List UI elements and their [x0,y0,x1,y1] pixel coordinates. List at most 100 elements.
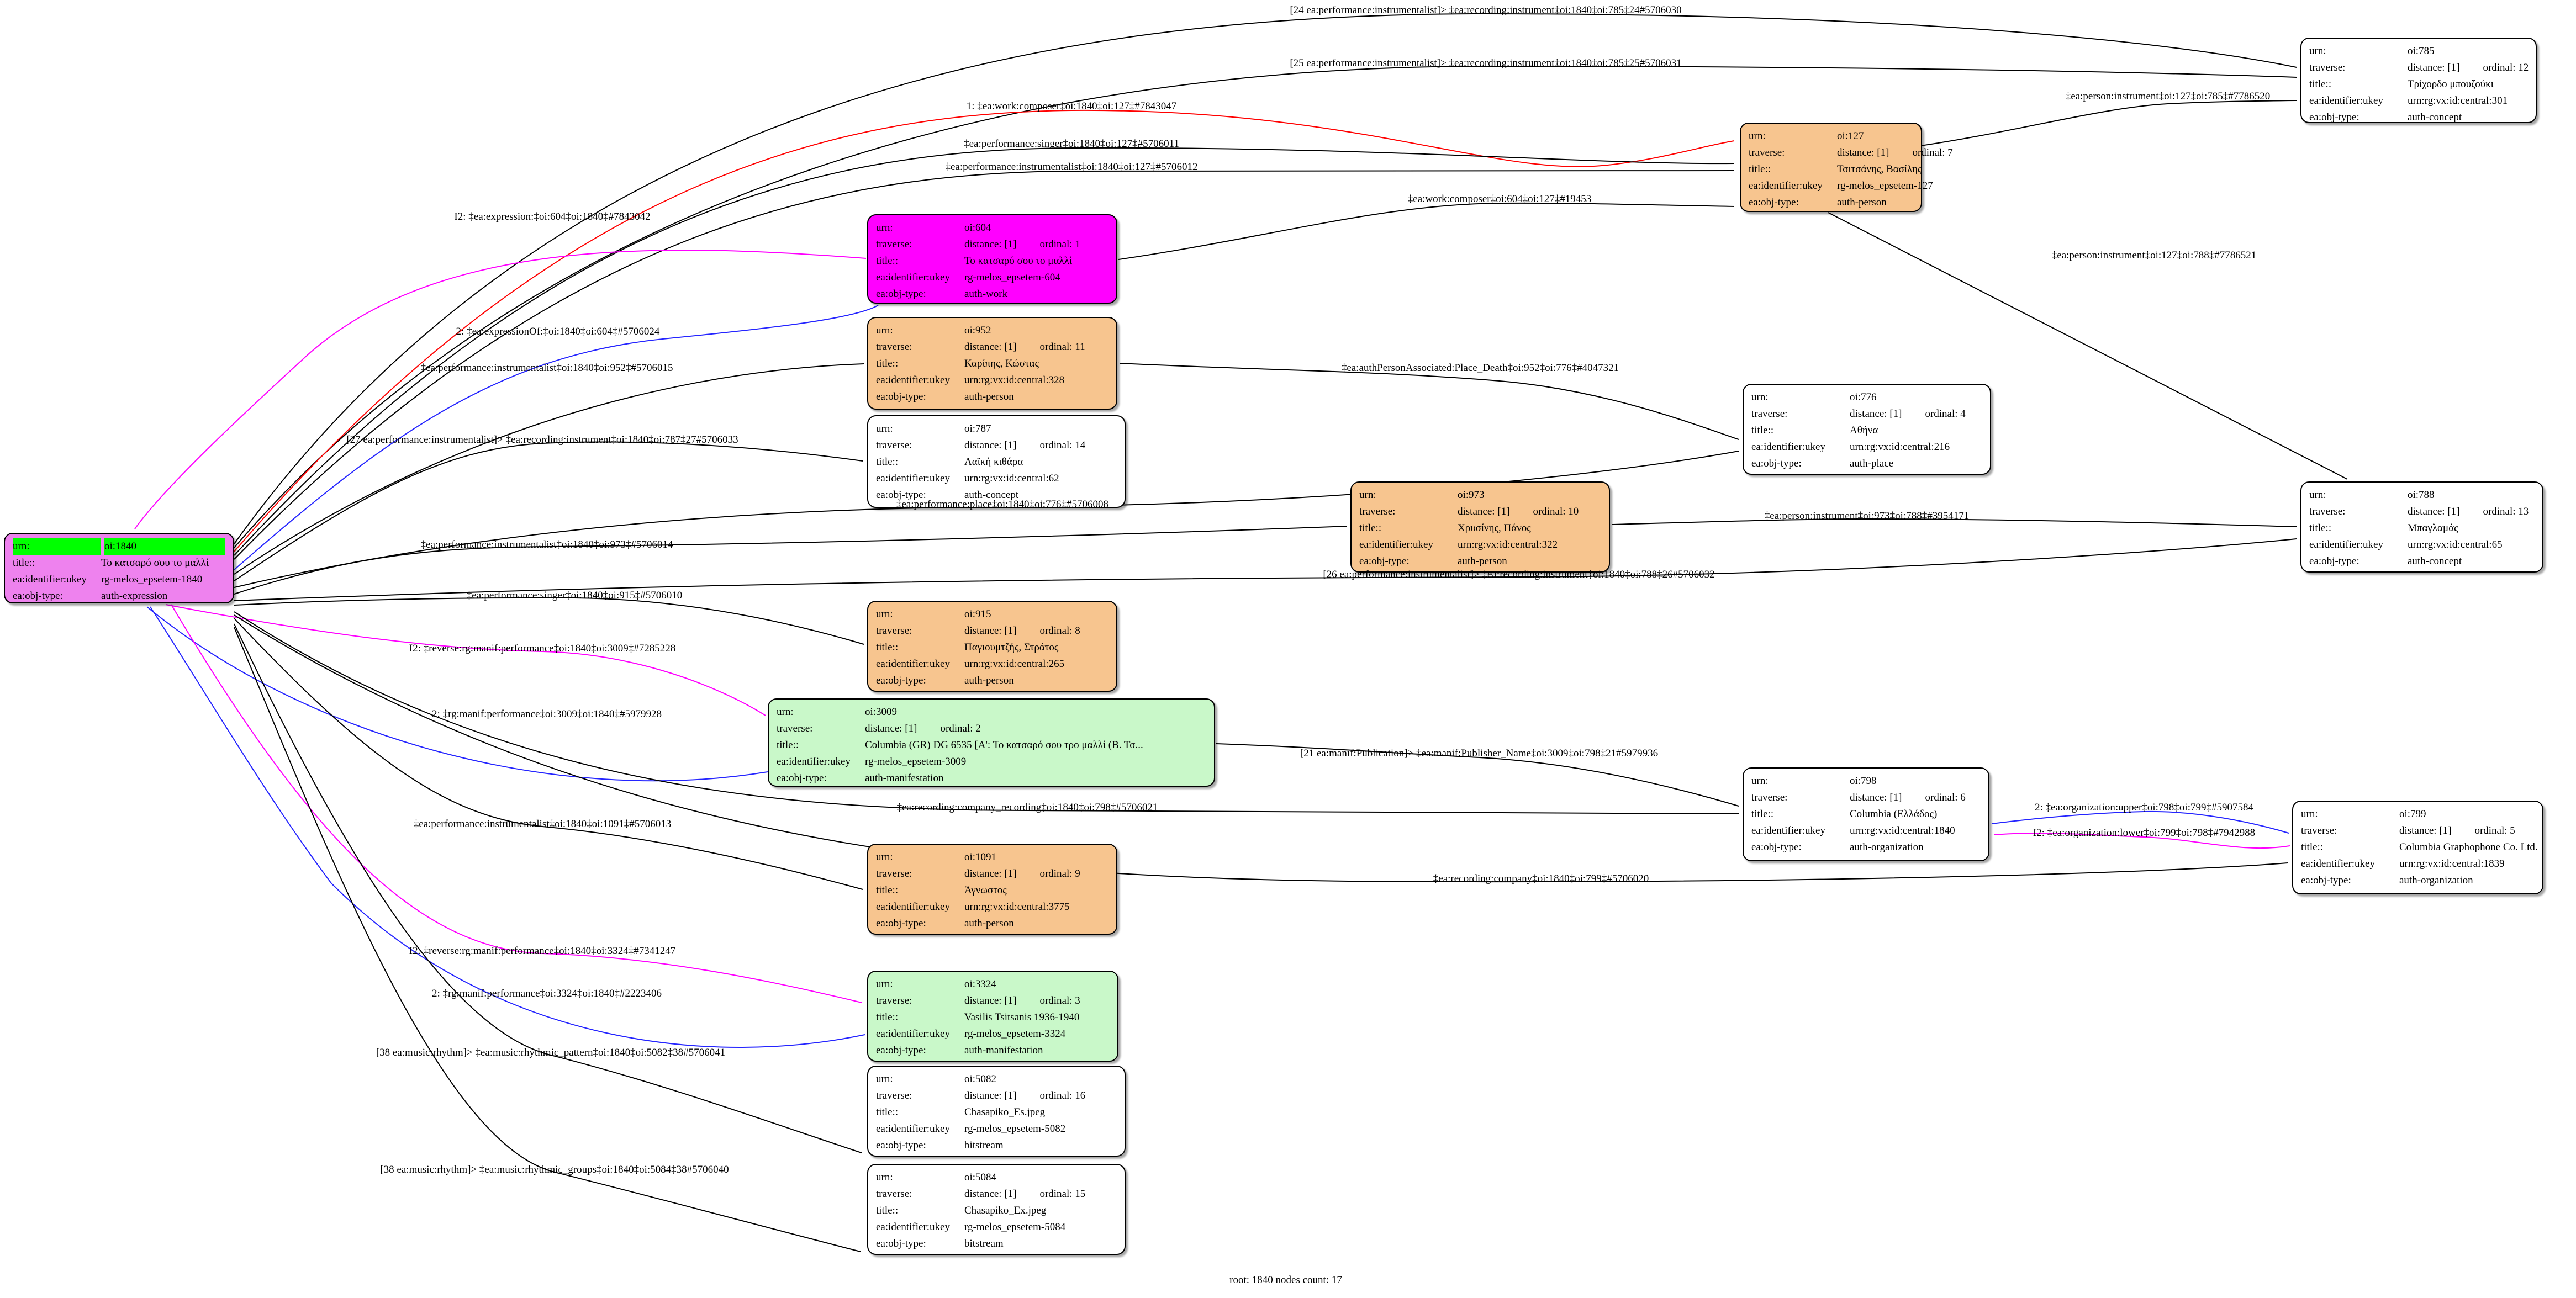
field-value: rg-melos_epsetem-1840 [101,574,203,585]
root-count-label: root: 1840 nodes count: 17 [1229,1274,1342,1286]
field-value: distance: [1] [964,1188,1017,1200]
field-key: urn: [876,1073,893,1085]
field-value: Καρίπης, Κώστας [964,358,1039,369]
edge-recording-instrument-787-27[interactable] [234,441,863,581]
field-key: ea:identifier:ukey [876,1221,950,1233]
edge-person-instrument-127-785[interactable] [1905,100,2297,149]
node-oi-1840[interactable]: urn: oi:1840 title:: Το κατσαρό σου το μαλ… [4,533,234,603]
edge-person-instrument-973-788[interactable] [1612,518,2297,527]
field-value: rg-melos_epsetem-127 [1837,180,1933,192]
edge-recording-company-799[interactable] [234,614,2288,883]
field-key: ea:obj-type: [1751,458,1802,469]
field-value: Μπαγλαμάς [2408,522,2458,534]
edge-recording-instrument-785-24[interactable] [234,13,2297,544]
edge-label: [21 ea:manif:Publication]> ‡ea:manif:Pub… [1300,748,1659,759]
field-value: auth-person [1458,555,1507,567]
field-key: title:: [777,739,799,751]
field-value: oi:776 [1850,391,1877,403]
field-key: traverse: [876,439,912,451]
edge-reverse-manif-performance-3009[interactable] [165,604,766,716]
edge-manif-publisher-name-3009-798[interactable] [1216,743,1739,807]
field-key: title:: [13,557,35,569]
node-oi-1091[interactable]: urn: oi:1091 traverse: distance: [1] ordina… [867,844,1117,935]
field-value: ordinal: 9 [1039,868,1080,880]
node-oi-787[interactable]: urn: oi:787 traverse: distance: [1] ordinal… [867,415,1126,508]
edge-person-instrument-127-788[interactable] [1828,212,2348,480]
field-key: traverse: [2309,506,2346,517]
node-oi-799[interactable]: urn: oi:799 traverse: distance: [1] ordinal… [2292,801,2543,894]
node-oi-776[interactable]: urn: oi:776 traverse: distance: [1] ordinal… [1743,384,1991,475]
edge-performance-instrumentalist-1091[interactable] [234,618,863,890]
edge-recording-instrument-785-25[interactable] [234,65,2297,548]
field-key: title:: [876,358,899,369]
field-value: urn:rg:vx:id:central:1839 [2399,858,2505,870]
edge-music-rhythmic-pattern-5082[interactable] [234,623,862,1153]
field-value: urn:rg:vx:id:central:322 [1458,539,1558,550]
field-value: Chasapiko_Ex.jpeg [964,1205,1047,1216]
field-value: Columbia Graphophone Co. Ltd. [2399,841,2538,853]
node-oi-952[interactable]: urn: oi:952 traverse: distance: [1] ordinal… [867,317,1117,410]
field-key: urn: [876,1172,893,1183]
edge-authpersonassociated-952-776[interactable] [1119,363,1739,440]
edge-recording-company-recording-798[interactable] [234,611,1739,814]
edge-performance-instrumentalist-952[interactable] [234,363,864,575]
edge-performance-instrumentalist-973[interactable] [234,526,1348,595]
field-key: traverse: [876,868,912,880]
edge-label: ‡ea:authPersonAssociated:Place_Death‡oi:… [1341,362,1619,374]
field-value: oi:787 [964,423,991,435]
edge-performance-instrumentalist-127[interactable] [234,170,1735,560]
field-value: auth-person [964,918,1014,929]
edge-recording-instrument-788-26[interactable] [234,538,2297,601]
node-oi-5084[interactable]: urn: oi:5084 traverse: distance: [1] ordina… [867,1164,1126,1255]
node-oi-3324[interactable]: urn: oi:3324 traverse: distance: [1] ordina… [867,971,1118,1062]
field-key: title:: [876,1205,899,1216]
field-key: urn: [13,538,101,555]
field-key: urn: [2309,45,2326,57]
field-value: auth-concept [2408,112,2462,123]
node-oi-127[interactable]: urn: oi:127 traverse: distance: [1] ordinal… [1740,123,1953,212]
node-oi-604[interactable]: urn: oi:604 traverse: distance: [1] ordinal… [867,214,1117,304]
field-value: oi:1091 [964,851,997,863]
field-key: traverse: [876,1090,912,1101]
field-key: ea:identifier:ukey [1749,180,1823,192]
field-value: distance: [1] [2408,506,2460,517]
edge-label: ‡ea:performance:instrumentalist‡oi:1840‡… [413,818,672,830]
field-value: ordinal: 11 [1039,341,1085,353]
edge-label: ‡ea:person:instrument‡oi:127‡oi:788‡#778… [2051,250,2257,261]
field-value: oi:973 [1458,489,1485,501]
node-oi-788[interactable]: urn: oi:788 traverse: distance: [1] ordinal… [2300,481,2543,573]
node-oi-915[interactable]: urn: oi:915 traverse: distance: [1] ordinal… [867,601,1117,692]
edge-label: ‡ea:performance:instrumentalist‡oi:1840‡… [945,161,1198,173]
field-key: traverse: [2301,825,2337,836]
field-key: ea:identifier:ukey [876,272,950,283]
edge-performance-singer-127[interactable] [234,147,1735,556]
edge-manif-performance-3324-1840[interactable] [150,606,865,1048]
field-value: distance: [1] [964,239,1017,250]
edge-organization-lower-799-798[interactable] [1993,833,2290,849]
field-value: oi:5082 [964,1073,997,1085]
field-value: oi:5084 [964,1172,997,1183]
field-value: distance: [1] [1837,147,1889,158]
edge-expressionof-1840-604[interactable] [234,305,879,570]
edge-performance-singer-915[interactable] [234,597,864,645]
field-key: urn: [2309,489,2326,501]
node-oi-785[interactable]: urn: oi:785 traverse: distance: [1] ordinal… [2300,38,2537,123]
edge-organization-upper-798-799[interactable] [1991,810,2289,834]
edge-work-composer-604-127[interactable] [1118,202,1735,260]
field-key: ea:identifier:ukey [876,901,950,913]
edge-music-rhythmic-groups-5084[interactable] [234,627,861,1252]
field-key: urn: [876,978,893,990]
field-value: oi:1840 [104,538,225,555]
node-oi-798[interactable]: urn: oi:798 traverse: distance: [1] ordinal… [1743,767,1989,861]
edge-manif-performance-3009-1840[interactable] [146,606,768,782]
node-oi-3009[interactable]: urn: oi:3009 traverse: distance: [1] ordina… [768,698,1215,787]
field-key: title:: [1359,522,1382,534]
field-key: ea:obj-type: [876,489,926,501]
edge-reverse-manif-performance-3324[interactable] [171,604,862,1003]
node-oi-973[interactable]: urn: oi:973 traverse: distance: [1] ordinal… [1350,481,1610,573]
node-oi-5082[interactable]: urn: oi:5082 traverse: distance: [1] ordina… [867,1066,1126,1157]
edge-expression-604-1840[interactable] [134,250,867,529]
field-value: Αθήνα [1850,425,1878,436]
field-key: ea:obj-type: [1749,197,1799,208]
edge-work-composer-127[interactable] [234,109,1735,552]
